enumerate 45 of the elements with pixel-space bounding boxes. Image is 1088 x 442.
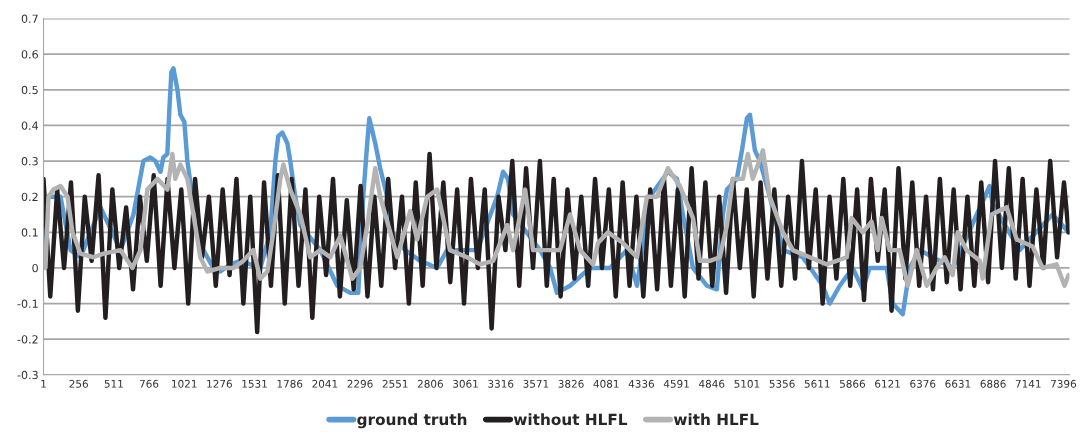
x-tick-label: 1786	[277, 379, 303, 388]
x-tick-label: 5356	[769, 379, 795, 388]
x-tick-label: 1531	[242, 379, 267, 388]
y-tick-label: 0.7	[21, 14, 38, 23]
x-tick-label: 6631	[945, 379, 971, 388]
x-tick-label: 511	[104, 380, 123, 388]
legend-label: ground truth	[357, 413, 467, 429]
x-tick-label: 3316	[488, 379, 514, 388]
legend-label: without HLFL	[513, 413, 628, 426]
x-tick-label: 766	[139, 379, 159, 388]
y-tick-label: 0.2	[21, 192, 38, 202]
x-tick-label: 4336	[628, 379, 654, 388]
x-tick-label: 3061	[453, 379, 478, 388]
x-tick-label: 7141	[1015, 380, 1041, 388]
x-tick-label: 5101	[734, 379, 760, 388]
y-tick-label: 0	[32, 263, 38, 273]
line-series	[43, 148, 1070, 288]
x-tick-label: 1276	[207, 379, 232, 388]
y-tick-label: 0.1	[21, 228, 38, 237]
y-tick-label: -0.1	[17, 299, 38, 308]
x-tick-label: 2806	[417, 379, 443, 388]
x-tick-label: 5866	[839, 379, 866, 388]
x-tick-label: 6121	[875, 379, 900, 388]
x-tick-label: 3826	[558, 379, 584, 388]
x-tick-label: 2041	[312, 379, 338, 388]
x-tick-label: 6376	[910, 379, 936, 388]
x-tick-label: 2296	[347, 379, 373, 388]
y-tick-label: 0.5	[21, 85, 38, 95]
y-tick-label: -0.3	[17, 370, 38, 380]
x-tick-label: 4081	[593, 379, 619, 388]
x-tick-label: 5611	[804, 379, 830, 388]
x-tick-label: 3571	[523, 379, 549, 388]
x-tick-label: 256	[69, 379, 88, 388]
x-tick-label: 7396	[1051, 379, 1077, 388]
x-tick-label: 1021	[172, 379, 197, 388]
y-tick-label: 0.6	[21, 50, 38, 59]
legend-label: with HLFL	[673, 413, 759, 425]
x-tick-label: 4846	[698, 379, 725, 388]
x-tick-label: 2551	[382, 379, 408, 388]
y-tick-label: 0.4	[21, 121, 39, 130]
x-tick-label: 1	[41, 380, 46, 388]
x-tick-label: 6886	[980, 379, 1006, 388]
y-tick-label: 0.3	[21, 157, 38, 166]
y-tick-label: -0.2	[17, 335, 38, 344]
x-tick-label: 4591	[663, 379, 689, 388]
